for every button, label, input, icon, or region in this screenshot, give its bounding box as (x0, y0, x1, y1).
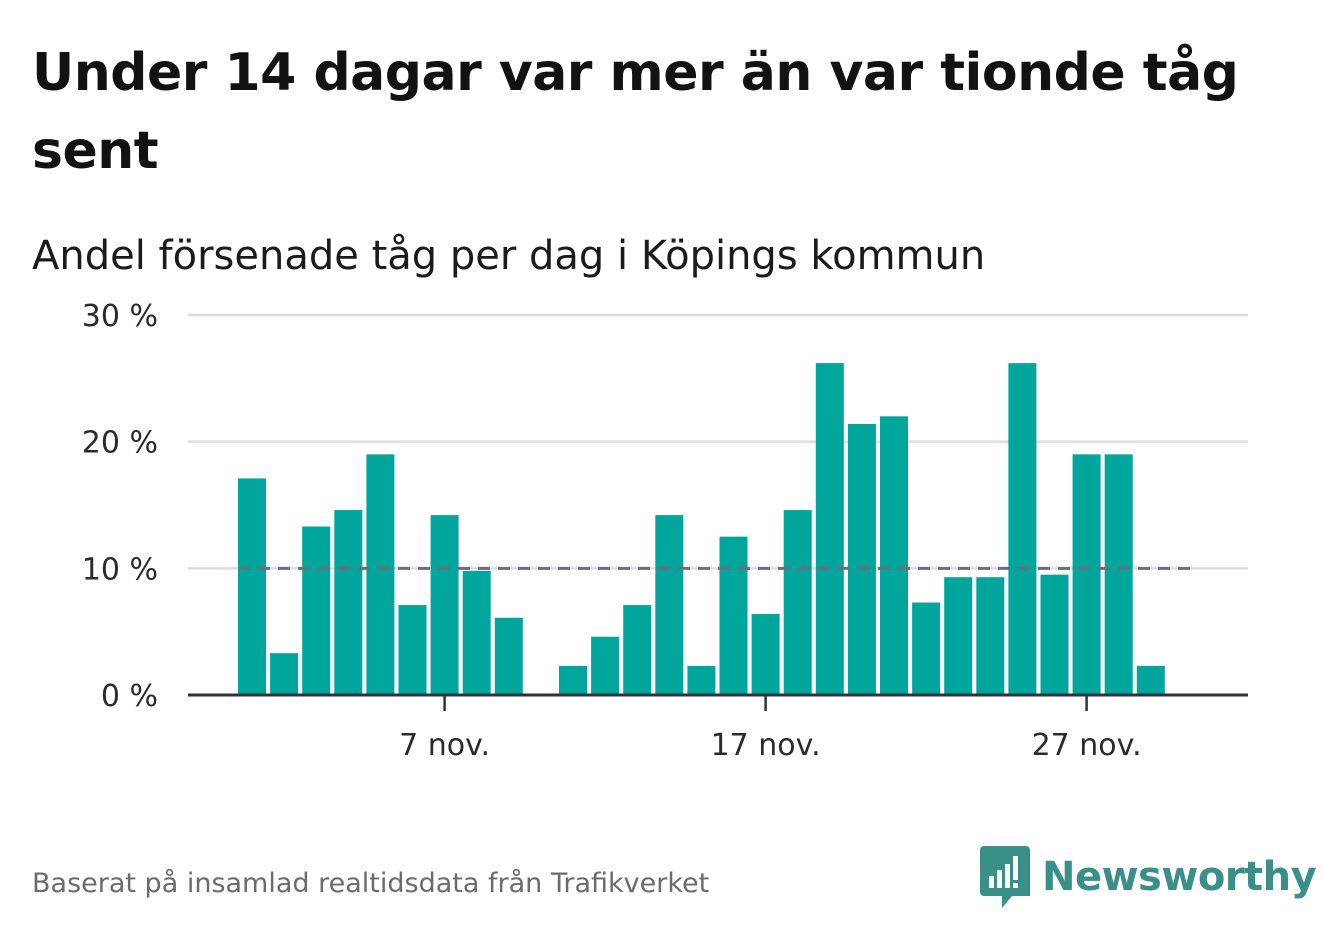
brand-name: Newsworthy (1042, 854, 1317, 900)
bar (847, 423, 876, 695)
bar (687, 665, 716, 695)
bar (494, 617, 523, 695)
bar (591, 636, 620, 695)
bar (623, 605, 652, 695)
bar (751, 613, 780, 695)
chart-subtitle: Andel försenade tåg per dag i Köpings ko… (32, 233, 986, 279)
bar (976, 577, 1005, 695)
bar (1104, 454, 1133, 695)
bar (880, 416, 908, 695)
y-tick-label: 20 % (82, 426, 158, 461)
bar (238, 478, 266, 695)
bar (944, 577, 973, 695)
chart-title: Under 14 dagar var mer än var tionde tåg… (32, 43, 1239, 181)
bar (430, 515, 459, 695)
bar (783, 510, 812, 695)
bar (719, 536, 748, 695)
bar (1040, 574, 1069, 695)
bar (815, 363, 844, 695)
x-tick-label: 17 nov. (711, 728, 821, 763)
y-tick-label: 30 % (82, 299, 158, 334)
bar (334, 510, 363, 695)
x-tick-label: 7 nov. (399, 728, 490, 763)
bar (398, 605, 427, 695)
bar (1072, 454, 1101, 695)
y-tick-label: 10 % (82, 552, 158, 587)
bar (912, 602, 941, 695)
x-tick-label: 27 nov. (1032, 728, 1142, 763)
bar (302, 526, 331, 695)
newsworthy-logo-icon (980, 846, 1030, 908)
bar (462, 570, 491, 695)
y-tick-label: 0 % (101, 679, 158, 714)
brand-logo: Newsworthy (980, 846, 1317, 908)
bar (1136, 665, 1165, 695)
bar (1008, 363, 1037, 695)
bar (366, 454, 395, 695)
bar (655, 515, 684, 695)
bar (559, 665, 587, 695)
source-note: Baserat på insamlad realtidsdata från Tr… (32, 868, 710, 899)
bar (270, 653, 299, 695)
